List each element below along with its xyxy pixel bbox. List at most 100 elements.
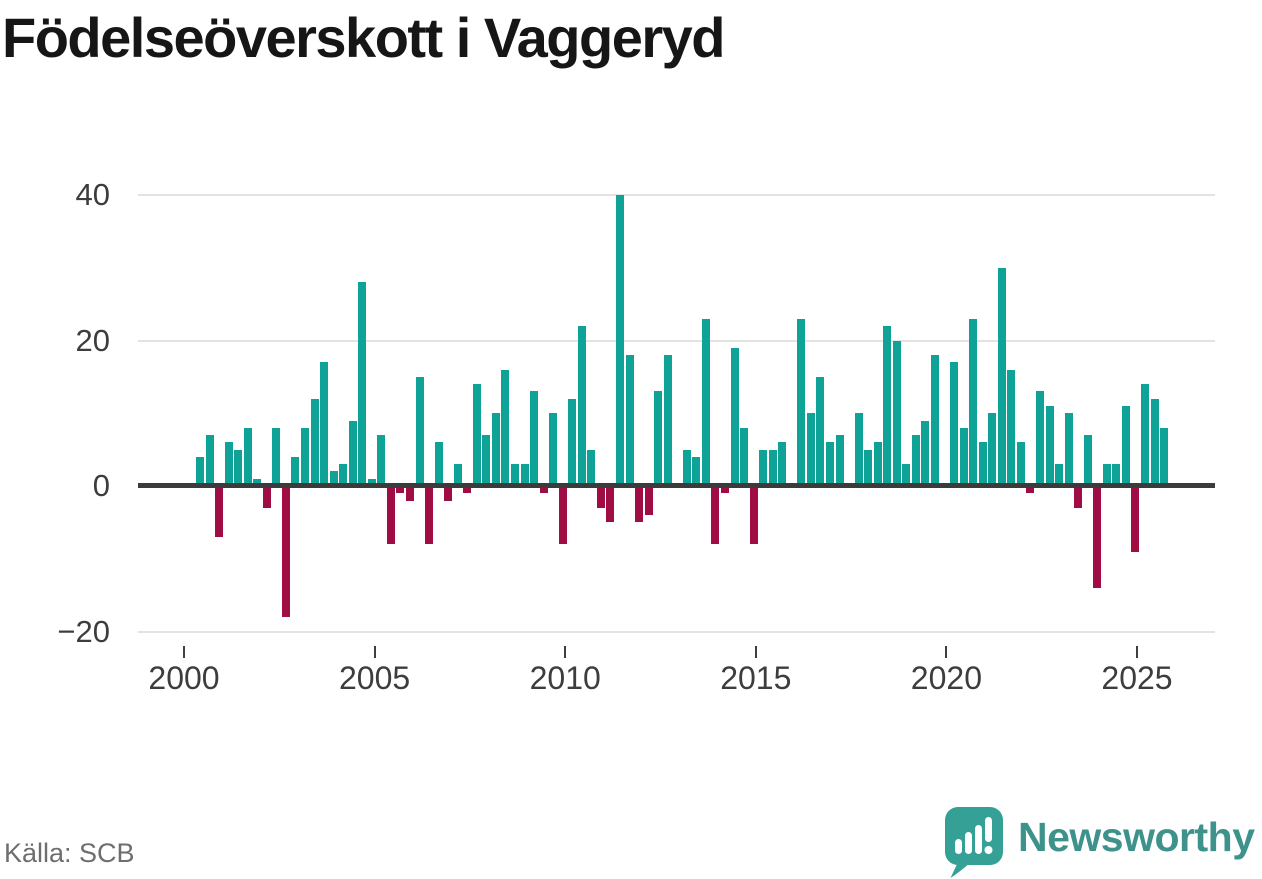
source-caption: Källa: SCB xyxy=(4,838,135,868)
x-axis-tick xyxy=(183,646,185,658)
bar-2024-Q3 xyxy=(1121,406,1130,486)
bar-2009-Q3 xyxy=(549,413,558,487)
x-axis-tick xyxy=(945,646,948,658)
bar-2008-Q1 xyxy=(491,413,500,487)
bar-2022-Q3 xyxy=(1045,406,1054,486)
bar-2016-Q2 xyxy=(806,413,815,487)
bar-2025-Q3 xyxy=(1160,427,1168,486)
gridline-40 xyxy=(138,194,1215,196)
x-axis-label: 2000 xyxy=(148,660,220,696)
bar-2019-Q3 xyxy=(930,355,939,486)
bar-2016-Q1 xyxy=(797,318,806,486)
bar-2011-Q2 xyxy=(616,195,624,486)
gridline-20 xyxy=(138,339,1215,342)
bar-2009-Q2 xyxy=(539,486,548,494)
newsworthy-logo: Newsworthy xyxy=(944,806,1255,879)
bar-2009-Q4 xyxy=(558,486,567,545)
bar-2016-Q4 xyxy=(825,442,834,487)
bar-2013-Q3 xyxy=(701,318,710,486)
gridline--20 xyxy=(138,630,1215,633)
bar-2001-Q1 xyxy=(224,442,233,487)
bar-2014-Q2 xyxy=(730,347,739,486)
bar-2008-Q2 xyxy=(501,369,510,486)
bar-2001-Q2 xyxy=(234,449,243,486)
bar-2013-Q2 xyxy=(692,456,701,486)
bar-2019-Q2 xyxy=(921,420,930,486)
bar-2013-Q1 xyxy=(682,449,691,486)
bar-2001-Q3 xyxy=(243,427,252,486)
bar-2000-Q3 xyxy=(205,435,214,486)
bar-2007-Q1 xyxy=(453,464,462,486)
bar-2013-Q4 xyxy=(711,486,720,545)
bar-2009-Q1 xyxy=(530,391,539,486)
bar-2012-Q3 xyxy=(663,355,672,486)
bar-2014-Q3 xyxy=(740,427,748,486)
bar-2008-Q3 xyxy=(511,464,519,486)
y-axis-label: 20 xyxy=(75,322,110,358)
bar-2010-Q1 xyxy=(568,398,577,486)
bar-2024-Q2 xyxy=(1112,464,1121,486)
y-axis-label: −20 xyxy=(57,613,110,649)
bar-2021-Q1 xyxy=(988,413,997,487)
bar-2021-Q3 xyxy=(1007,369,1016,486)
bar-2006-Q3 xyxy=(434,442,443,487)
bar-2021-Q2 xyxy=(997,267,1006,487)
x-axis-label: 2020 xyxy=(910,660,982,696)
bar-2015-Q1 xyxy=(759,449,768,486)
y-axis-label: 40 xyxy=(75,177,110,212)
bar-2011-Q4 xyxy=(635,486,644,523)
bar-2018-Q4 xyxy=(902,464,911,486)
x-axis-label: 2010 xyxy=(529,660,601,696)
newsworthy-logo-icon xyxy=(945,807,1003,878)
newsworthy-wordmark: Newsworthy xyxy=(1018,814,1255,860)
bar-2002-Q2 xyxy=(272,427,281,486)
bar-2015-Q2 xyxy=(768,449,777,486)
x-axis-label: 2015 xyxy=(720,660,792,696)
bar-2022-Q1 xyxy=(1026,486,1035,494)
bar-2007-Q2 xyxy=(463,486,472,494)
bar-2018-Q2 xyxy=(883,325,892,486)
bar-2003-Q2 xyxy=(310,398,319,486)
bar-2001-Q4 xyxy=(253,478,262,486)
bar-2005-Q2 xyxy=(386,486,395,545)
bar-2015-Q3 xyxy=(778,442,787,487)
bar-2004-Q1 xyxy=(339,464,348,486)
bar-2023-Q3 xyxy=(1083,435,1092,486)
bar-2003-Q4 xyxy=(329,471,338,486)
bar-2006-Q4 xyxy=(444,486,453,501)
bar-2017-Q4 xyxy=(864,449,873,486)
bar-2020-Q1 xyxy=(950,362,958,486)
bar-2004-Q3 xyxy=(358,282,367,486)
bar-2012-Q2 xyxy=(654,391,663,486)
bar-2002-Q1 xyxy=(262,486,271,508)
bar-2007-Q3 xyxy=(472,384,481,486)
bar-2022-Q2 xyxy=(1035,391,1044,486)
bar-2018-Q3 xyxy=(892,340,901,486)
bar-2020-Q2 xyxy=(959,427,968,486)
bar-2004-Q2 xyxy=(348,420,357,486)
bar-2005-Q1 xyxy=(377,435,386,486)
bar-2023-Q1 xyxy=(1064,413,1073,487)
bar-2000-Q2 xyxy=(196,456,204,486)
bar-2005-Q4 xyxy=(406,486,414,501)
x-axis-tick xyxy=(373,646,376,658)
bar-2005-Q3 xyxy=(396,486,405,494)
bar-2020-Q3 xyxy=(969,318,978,486)
x-axis-zero-line xyxy=(138,483,1215,488)
y-axis-label: 0 xyxy=(92,468,110,503)
bar-2007-Q4 xyxy=(482,435,491,486)
bar-2025-Q2 xyxy=(1150,398,1159,486)
bar-2002-Q4 xyxy=(291,456,300,486)
bar-2003-Q1 xyxy=(301,427,309,486)
bar-2024-Q1 xyxy=(1102,464,1111,486)
bar-2011-Q3 xyxy=(625,355,634,486)
bar-2002-Q3 xyxy=(281,486,290,617)
bar-2016-Q3 xyxy=(816,376,825,486)
bar-2010-Q2 xyxy=(577,325,586,486)
x-axis-label: 2005 xyxy=(339,660,411,696)
bar-2011-Q1 xyxy=(606,486,615,523)
bar-2010-Q4 xyxy=(596,486,605,508)
bar-2012-Q1 xyxy=(644,486,653,516)
bar-2020-Q4 xyxy=(978,442,987,487)
